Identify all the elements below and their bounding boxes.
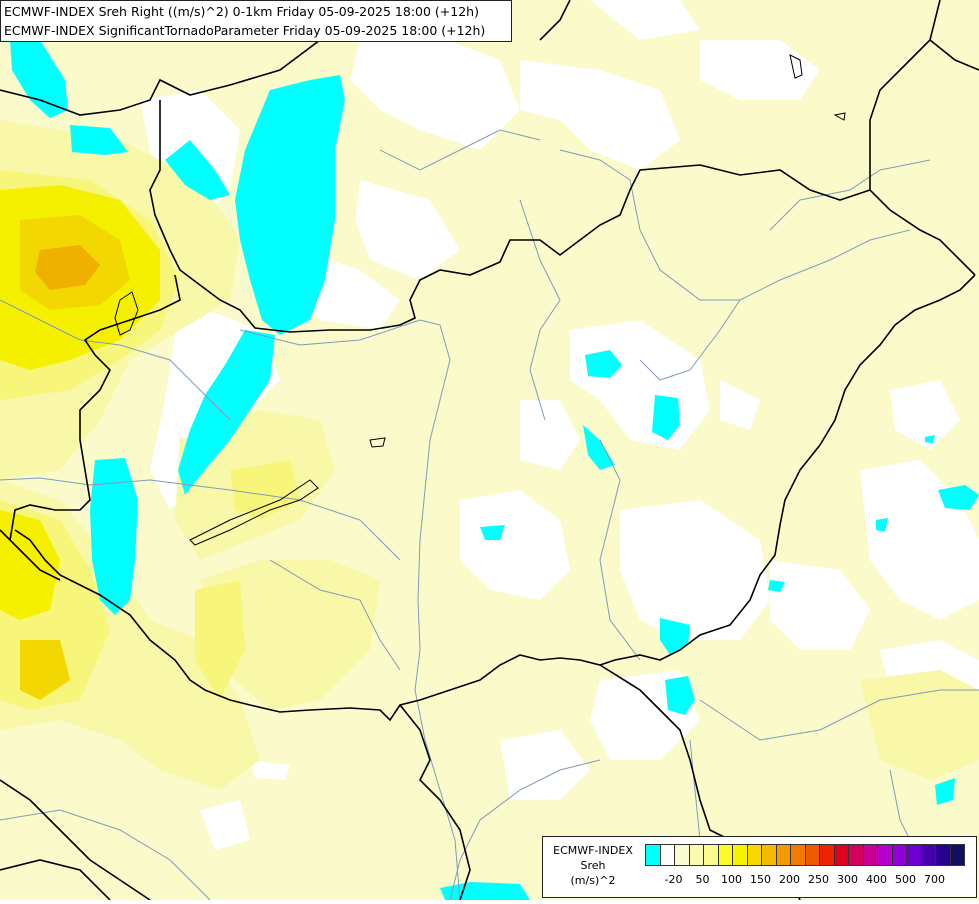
cyan-fields [10, 40, 979, 900]
legend-swatch [949, 844, 965, 866]
legend-swatch [645, 844, 661, 866]
legend-swatch [775, 844, 791, 866]
legend-swatch [717, 844, 733, 866]
legend-swatch [659, 844, 675, 866]
legend-tick-label: 300 [837, 873, 858, 886]
legend-tick-label: 50 [695, 873, 710, 886]
legend-swatch [848, 844, 864, 866]
legend-swatch [674, 844, 690, 866]
legend-tick-label: 200 [779, 873, 800, 886]
legend-swatch [891, 844, 907, 866]
legend-swatch [746, 844, 762, 866]
legend-label-source: ECMWF-INDEX [553, 844, 633, 857]
lakes [114, 54, 846, 546]
legend-tick-label: 500 [895, 873, 916, 886]
legend-tick-label: 700 [924, 873, 945, 886]
legend-swatch [732, 844, 748, 866]
rivers [0, 129, 979, 901]
legend-swatch [688, 844, 704, 866]
legend-swatch [906, 844, 922, 866]
legend-tick-label: 100 [721, 873, 742, 886]
title-line-2: ECMWF-INDEX SignificantTornadoParameter … [4, 23, 486, 38]
legend-tick-label: 400 [866, 873, 887, 886]
legend-label-variable: Sreh [580, 859, 606, 872]
legend-swatch [790, 844, 806, 866]
legend-tick-label: 150 [750, 873, 771, 886]
legend-tick-label: -20 [664, 873, 683, 886]
legend-swatch [804, 844, 820, 866]
map-title-box: ECMWF-INDEX Sreh Right ((m/s)^2) 0-1km F… [0, 0, 512, 42]
legend-swatches [645, 844, 965, 866]
legend-tick-label: 250 [808, 873, 829, 886]
legend-label-unit: (m/s)^2 [570, 874, 616, 887]
legend-swatch [862, 844, 878, 866]
legend-labels: ECMWF-INDEX Sreh (m/s)^2 [543, 843, 643, 888]
legend-swatch [877, 844, 893, 866]
legend-swatch [935, 844, 951, 866]
legend-swatch [819, 844, 835, 866]
yellow-fields [0, 120, 979, 790]
legend-swatch [703, 844, 719, 866]
legend-ticks: -20 50 100 150 200 250 300 400 500 700 [645, 873, 975, 889]
legend-swatch [761, 844, 777, 866]
legend-swatch [833, 844, 849, 866]
title-line-1: ECMWF-INDEX Sreh Right ((m/s)^2) 0-1km F… [4, 4, 479, 19]
legend-swatch [920, 844, 936, 866]
color-legend: ECMWF-INDEX Sreh (m/s)^2 -20 50 100 150 200 2… [542, 836, 977, 898]
